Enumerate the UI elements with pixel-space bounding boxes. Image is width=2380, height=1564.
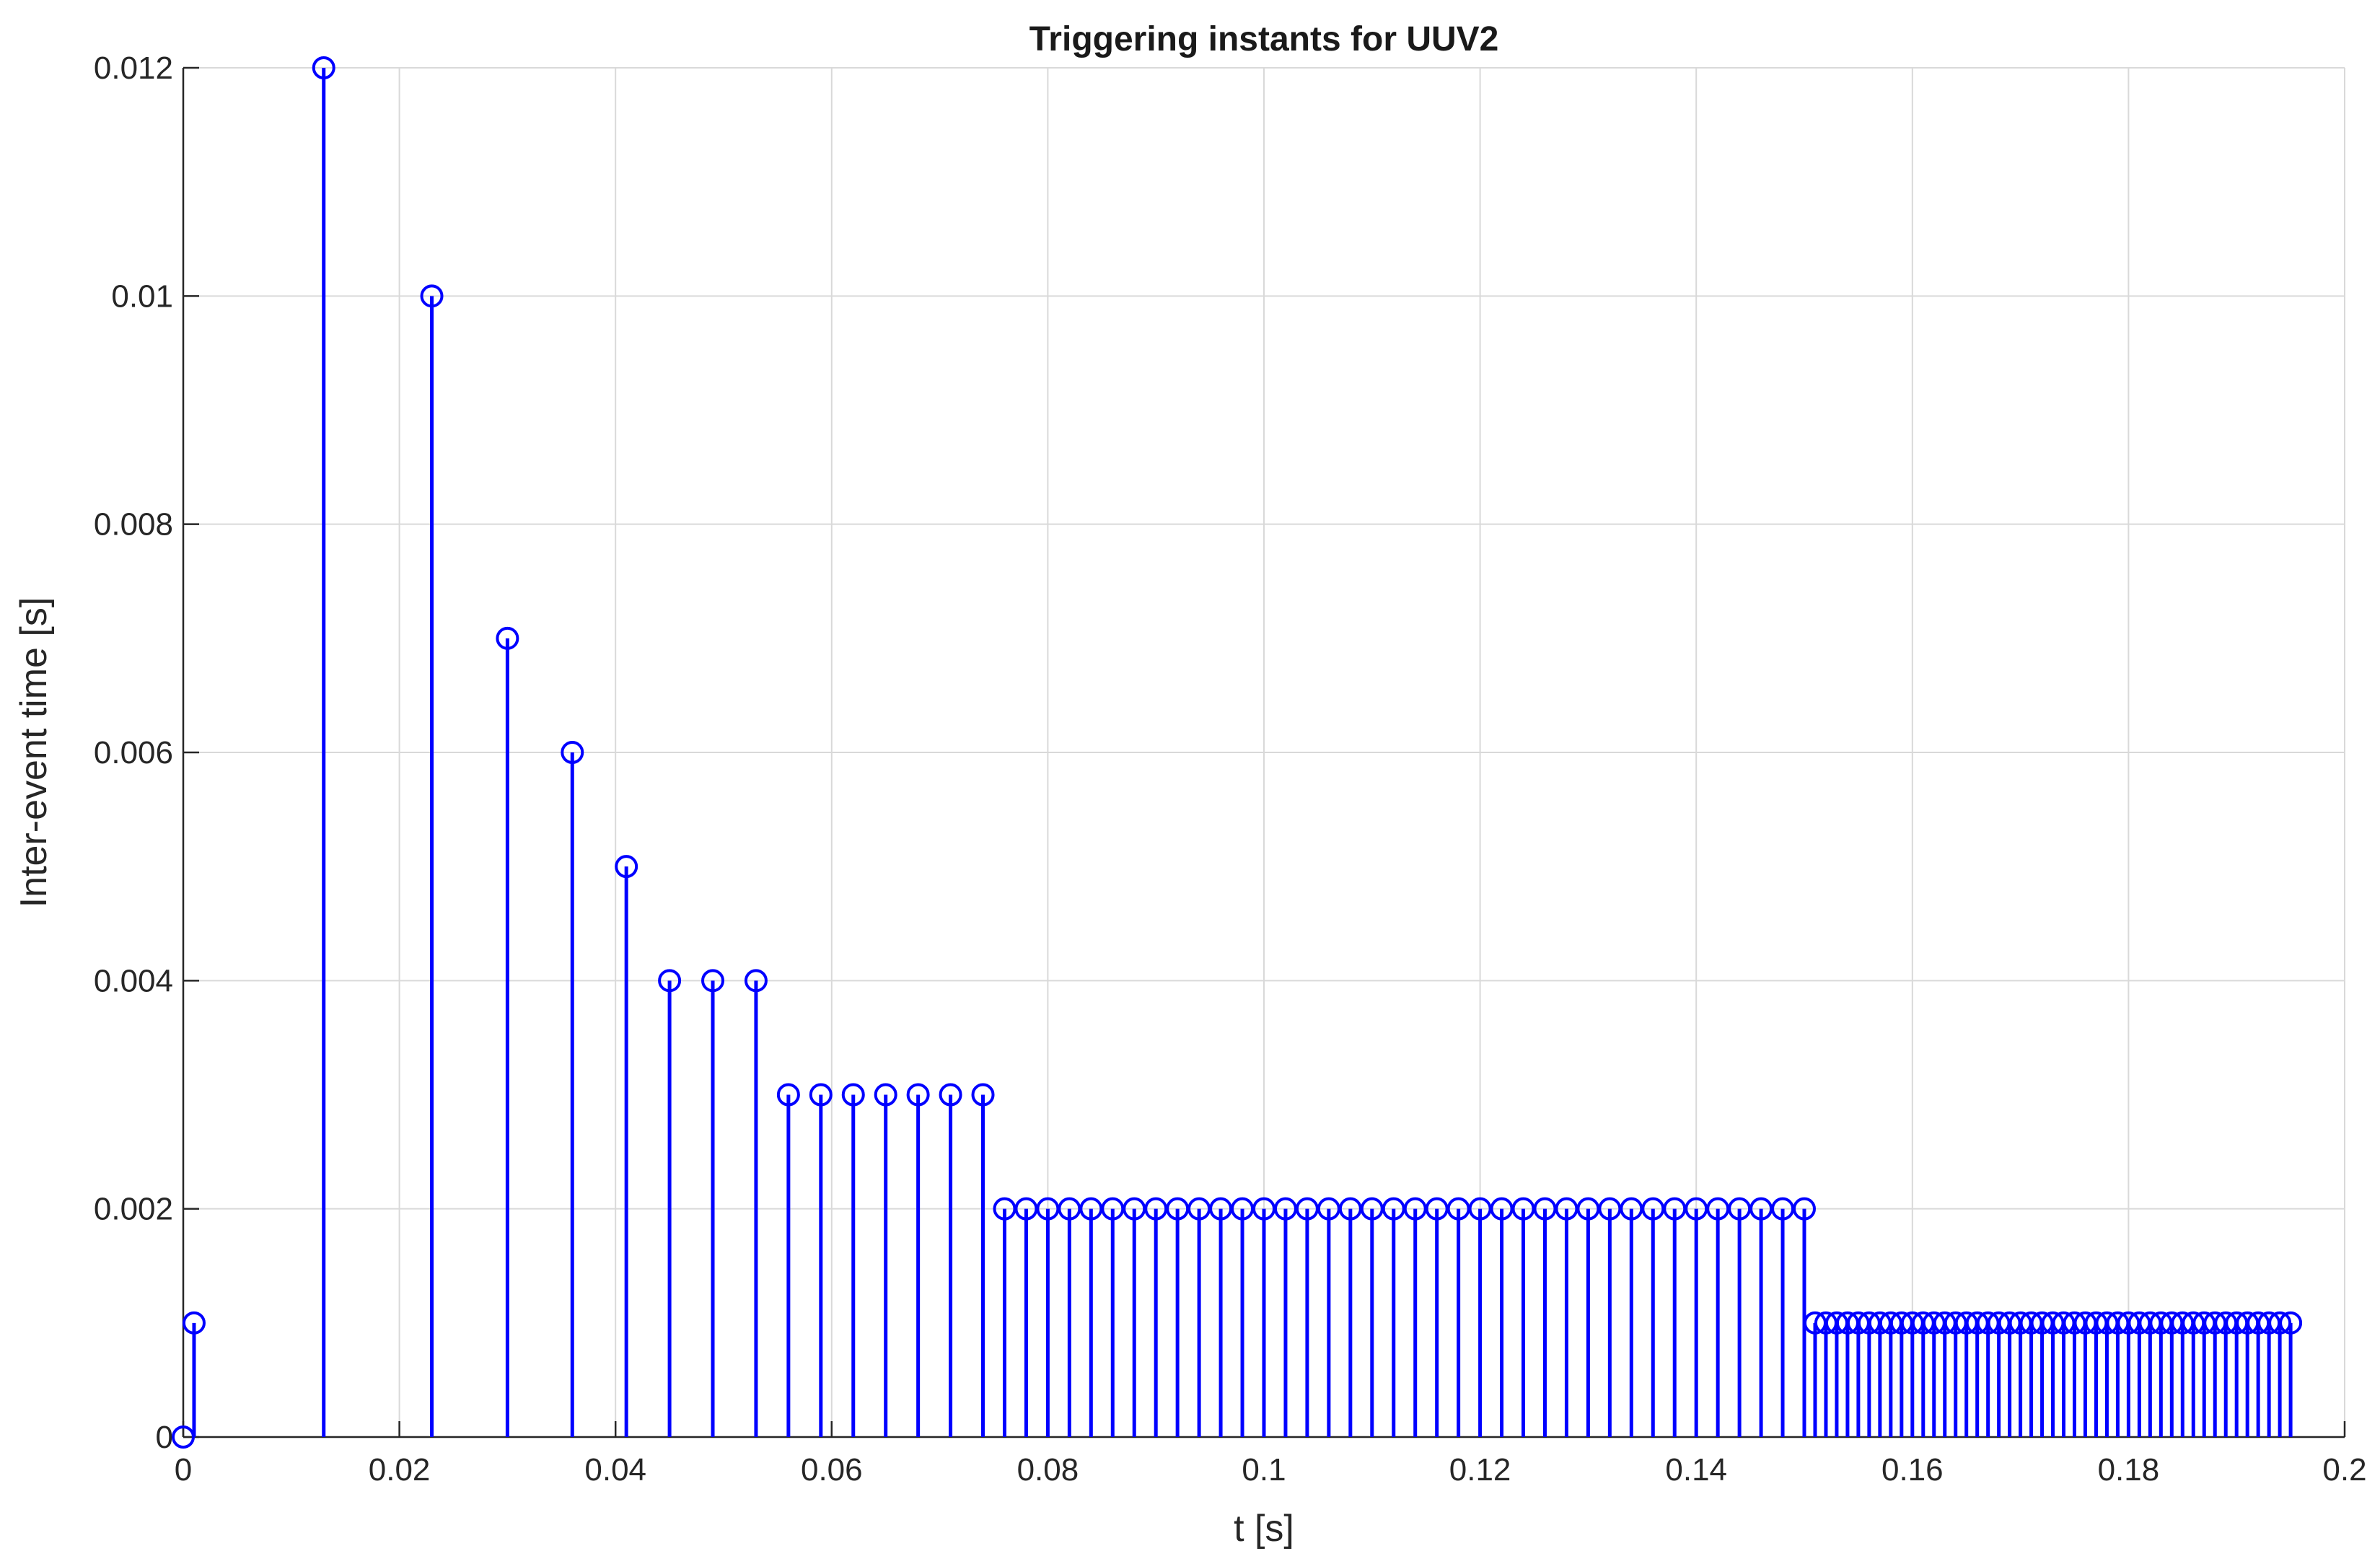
x-tick-label: 0 [175, 1452, 192, 1488]
stem-marker [420, 284, 444, 308]
x-tick-labels: 0 0.02 0.04 0.06 0.08 0.1 0.12 0.14 0.16 0.18 0.2 [175, 1452, 2367, 1488]
stem-marker [182, 1311, 206, 1335]
y-tick-label: 0.004 [94, 963, 173, 998]
y-axis-label: Inter-event time [s] [13, 597, 55, 908]
chart-title: Triggering instants for UUV2 [1029, 20, 1499, 58]
y-tick-label: 0.012 [94, 50, 173, 86]
stem-marker [658, 969, 682, 993]
x-tick-label: 0.14 [1665, 1452, 1727, 1488]
x-tick-label: 0.02 [369, 1452, 431, 1488]
x-tick-label: 0.18 [2098, 1452, 2160, 1488]
stem-marker [971, 1083, 995, 1107]
x-tick-label: 0.2 [2322, 1452, 2366, 1488]
stem-marker [496, 626, 519, 650]
x-axis-label: t [s] [1234, 1508, 1294, 1550]
x-tick-label: 0.06 [801, 1452, 863, 1488]
stem-marker [2279, 1311, 2303, 1335]
x-tick-label: 0.08 [1017, 1452, 1079, 1488]
stem-series [172, 56, 2303, 1449]
stem-marker [312, 56, 335, 79]
stem-marker [809, 1083, 833, 1107]
y-tick-label: 0.002 [94, 1192, 173, 1227]
stem-marker [776, 1083, 800, 1107]
x-tick-label: 0.04 [584, 1452, 646, 1488]
stem-marker [906, 1083, 930, 1107]
stem-marker [561, 741, 584, 764]
stem-marker [939, 1083, 962, 1107]
x-tick-label: 0.1 [1242, 1452, 1286, 1488]
stem-marker [615, 855, 638, 879]
stem-marker [874, 1083, 897, 1107]
stem-marker [1793, 1197, 1816, 1221]
stem-marker [701, 969, 725, 993]
y-tick-label: 0 [156, 1420, 173, 1455]
x-tick-label: 0.16 [1881, 1452, 1944, 1488]
y-tick-label: 0.01 [111, 278, 173, 314]
y-tick-label: 0.006 [94, 735, 173, 770]
y-tick-label: 0.008 [94, 507, 173, 542]
x-tick-label: 0.12 [1449, 1452, 1511, 1488]
stem-marker [744, 969, 768, 993]
y-tick-labels: 0 0.002 0.004 0.006 0.008 0.01 0.012 [94, 50, 173, 1455]
grid-lines [183, 67, 2345, 1438]
stem-marker [841, 1083, 865, 1107]
